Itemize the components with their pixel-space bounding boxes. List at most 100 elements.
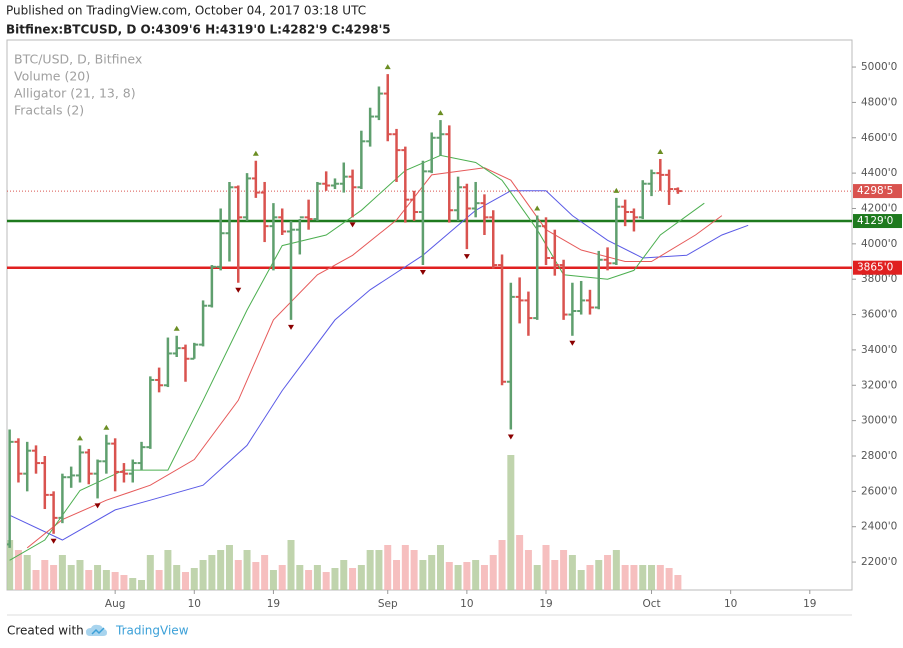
volume-bar bbox=[366, 550, 374, 590]
volume-bar bbox=[199, 560, 207, 590]
volume-bar bbox=[190, 568, 198, 590]
volume-bar bbox=[102, 570, 110, 590]
volume-bar bbox=[155, 570, 163, 590]
x-tick-label: 19 bbox=[803, 598, 816, 610]
y-tick-label: 5000'0 bbox=[861, 61, 897, 73]
alligator-line bbox=[9, 190, 749, 541]
volume-bar bbox=[58, 555, 66, 590]
volume-bar bbox=[436, 545, 444, 590]
volume-bar bbox=[225, 545, 233, 590]
volume-bar bbox=[410, 550, 418, 590]
volume-bar bbox=[208, 555, 216, 590]
volume-bar bbox=[296, 565, 304, 590]
y-tick-label: 4400'0 bbox=[861, 167, 897, 179]
volume-bar bbox=[234, 560, 242, 590]
volume-bar bbox=[173, 565, 181, 590]
alligator-line bbox=[9, 154, 705, 561]
fractal-up bbox=[657, 148, 664, 154]
y-tick-label: 4000'0 bbox=[861, 238, 897, 250]
volume-bar bbox=[111, 572, 119, 590]
volume-bar bbox=[14, 550, 22, 590]
axes: 2200'0 2400'0 2600'0 2800'0 3000'0 3200'0 3400… bbox=[105, 61, 902, 610]
y-tick-label: 3800'0 bbox=[861, 273, 897, 285]
volume-bar bbox=[472, 560, 480, 590]
volume-bar bbox=[524, 550, 532, 590]
volume-bar bbox=[181, 572, 189, 590]
volume-bar bbox=[7, 540, 14, 590]
fractal-down bbox=[419, 270, 426, 276]
volume-bar bbox=[85, 570, 93, 590]
y-tick-label: 3600'0 bbox=[861, 309, 897, 321]
volume-bar bbox=[261, 555, 269, 590]
volume-bar bbox=[76, 560, 84, 590]
price-tag-label: 3865'0 bbox=[857, 262, 893, 274]
y-tick-label: 3200'0 bbox=[861, 379, 897, 391]
y-tick-label: 2200'0 bbox=[861, 556, 897, 568]
volume-bar bbox=[445, 562, 453, 590]
volume-bar bbox=[32, 570, 40, 590]
volume-bar bbox=[507, 455, 515, 590]
volume-bar bbox=[586, 565, 594, 590]
x-tick-label: 10 bbox=[724, 598, 737, 610]
fractal-up bbox=[252, 150, 259, 156]
volume-bar bbox=[480, 565, 488, 590]
volume-bar bbox=[138, 580, 146, 590]
y-tick-label: 3400'0 bbox=[861, 344, 897, 356]
fractal-down bbox=[349, 222, 356, 228]
y-tick-label: 2400'0 bbox=[861, 521, 897, 533]
volume-bar bbox=[375, 550, 383, 590]
legend-entry: BTC/USD, D, Bitfinex bbox=[14, 52, 142, 67]
price-tag-label: 4129'0 bbox=[857, 215, 893, 227]
plot-frame bbox=[6, 39, 853, 591]
fractal-up bbox=[103, 424, 110, 430]
fractal-down bbox=[288, 324, 295, 330]
volume-bar bbox=[551, 560, 559, 590]
fractal-down bbox=[94, 503, 101, 509]
volume-bar bbox=[577, 570, 585, 590]
volume-bar bbox=[331, 568, 339, 590]
brand: TradingView bbox=[115, 624, 189, 638]
created-with: Created with bbox=[7, 624, 84, 638]
y-tick-label: 3000'0 bbox=[861, 415, 897, 427]
fractal-up bbox=[173, 325, 180, 331]
volume-bar bbox=[120, 575, 128, 590]
volume-bar bbox=[542, 545, 550, 590]
volume-bar bbox=[384, 545, 392, 590]
alligator-line bbox=[26, 167, 723, 549]
volume-bar bbox=[533, 565, 541, 590]
volume-bar bbox=[164, 550, 172, 590]
x-tick-label: Oct bbox=[642, 598, 660, 610]
volume-bar bbox=[94, 565, 102, 590]
volume-bar bbox=[595, 560, 603, 590]
volume-bar bbox=[357, 565, 365, 590]
volume-bar bbox=[428, 555, 436, 590]
volume-bar bbox=[252, 562, 260, 590]
volume-bar bbox=[287, 540, 295, 590]
fractal-up bbox=[613, 187, 620, 193]
volume-bar bbox=[41, 560, 49, 590]
volume-bar bbox=[665, 568, 673, 590]
fractal-down bbox=[569, 340, 576, 346]
x-tick-label: 19 bbox=[539, 598, 552, 610]
price-tag-label: 4298'5 bbox=[857, 185, 893, 197]
x-tick-label: Aug bbox=[105, 598, 126, 610]
fractal-down bbox=[235, 287, 242, 293]
volume-bar bbox=[639, 565, 647, 590]
fractal-up bbox=[534, 205, 541, 211]
volume-bar bbox=[604, 555, 612, 590]
legend-entry: Fractals (2) bbox=[14, 103, 84, 118]
y-tick-label: 4600'0 bbox=[861, 132, 897, 144]
plot bbox=[7, 64, 852, 590]
volume-bar bbox=[129, 578, 137, 590]
volume-bar bbox=[23, 555, 31, 590]
volume-bar bbox=[50, 565, 58, 590]
x-tick-label: 10 bbox=[460, 598, 473, 610]
logo bbox=[86, 624, 107, 636]
volume-bar bbox=[340, 560, 348, 590]
volume-bar bbox=[674, 575, 682, 590]
fractal-up bbox=[437, 110, 444, 116]
volume-bar bbox=[489, 555, 497, 590]
y-tick-label: 2600'0 bbox=[861, 485, 897, 497]
volume-bar bbox=[454, 565, 462, 590]
fractal-down bbox=[50, 538, 57, 544]
